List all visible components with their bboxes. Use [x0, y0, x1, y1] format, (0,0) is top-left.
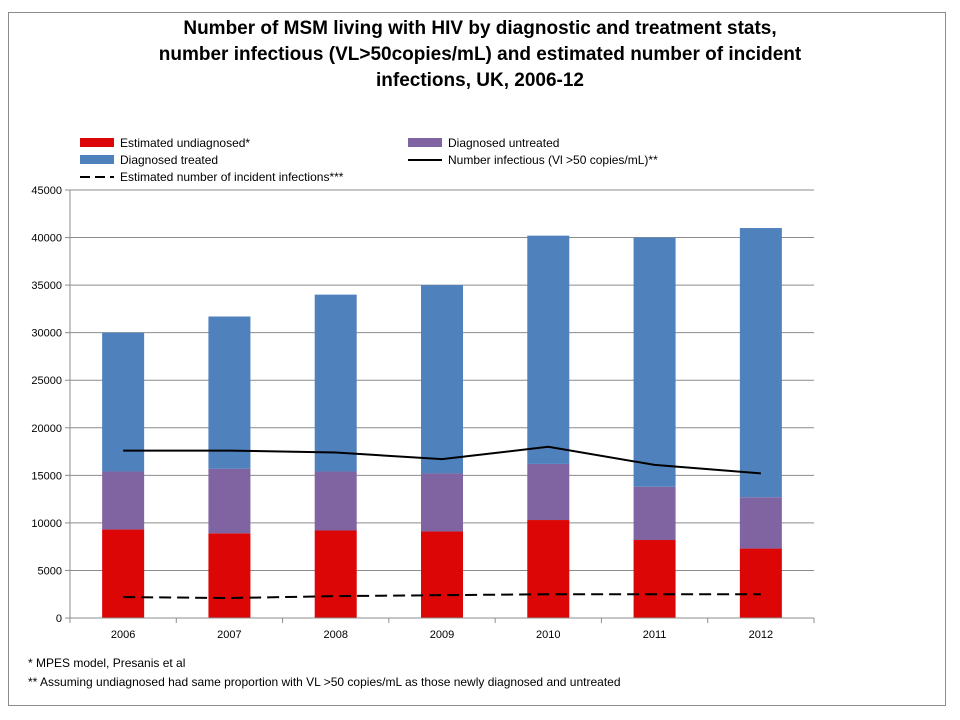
y-tick-label: 40000 [31, 233, 62, 245]
x-tick-label: 2007 [217, 629, 241, 641]
legend-swatch [408, 138, 442, 147]
bar-segment [633, 486, 676, 541]
chart-title: Number of MSM living with HIV by diagnos… [0, 16, 960, 94]
bar-segment [314, 471, 357, 531]
x-tick-label: 2006 [111, 629, 135, 641]
bar-segment [527, 520, 570, 618]
bars [102, 228, 782, 618]
y-tick-label: 30000 [31, 328, 62, 340]
title-line-2: number infectious (VL>50copies/mL) and e… [158, 44, 802, 65]
axes: 0 5000 10000 15000 20000 25000 30000 35000 40000… [31, 185, 815, 641]
y-tick-label: 25000 [31, 375, 62, 387]
bar-segment [314, 294, 357, 472]
footnote-2: ** Assuming undiagnosed had same proport… [28, 675, 621, 689]
legend-label: Diagnosed treated [120, 153, 218, 167]
title-line-1: Number of MSM living with HIV by diagnos… [183, 18, 777, 39]
bar-segment [421, 285, 463, 474]
legend-swatch [80, 155, 114, 164]
footnotes: * MPES model, Presanis et al ** Assuming… [28, 654, 621, 692]
legend-label: Estimated undiagnosed* [120, 136, 250, 150]
bar-segment [739, 228, 782, 498]
x-tick-label: 2011 [643, 629, 667, 641]
bar-segment [314, 530, 357, 618]
legend-label: Number infectious (Vl >50 copies/mL)** [448, 153, 658, 167]
bar-segment [739, 548, 782, 618]
y-tick-label: 15000 [31, 470, 62, 482]
y-tick-label: 45000 [31, 185, 62, 197]
bar-segment [421, 531, 463, 618]
bar-segment [102, 471, 145, 530]
x-tick-label: 2010 [536, 629, 560, 641]
bar-segment [739, 497, 782, 549]
y-tick-label: 5000 [38, 565, 62, 577]
bar-segment [633, 237, 676, 487]
title-line-3: infections, UK, 2006-12 [375, 70, 585, 91]
bar-segment [208, 468, 251, 534]
y-tick-label: 0 [56, 613, 62, 625]
lines [123, 445, 761, 600]
legend-label: Estimated number of incident infections*… [120, 170, 344, 184]
bar-segment [208, 533, 251, 618]
bar-segment [633, 540, 676, 618]
bar-segment [421, 473, 463, 532]
bar-segment [527, 463, 570, 521]
y-tick-label: 20000 [31, 423, 62, 435]
legend: Estimated undiagnosed* Diagnosed untreate… [80, 136, 658, 184]
legend-swatch [80, 138, 114, 147]
incident-infections-line [123, 593, 761, 600]
bar-segment [102, 529, 145, 618]
x-tick-label: 2008 [323, 629, 347, 641]
bar-segment [527, 235, 570, 464]
chart-frame [8, 12, 946, 706]
y-tick-label: 35000 [31, 280, 62, 292]
x-tick-label: 2009 [430, 629, 454, 641]
legend-label: Diagnosed untreated [448, 136, 559, 150]
infectious-line [123, 445, 761, 475]
y-tick-label: 10000 [31, 518, 62, 530]
bar-segment [208, 316, 251, 469]
x-tick-label: 2012 [749, 629, 773, 641]
bar-segment [102, 332, 145, 472]
footnote-1: * MPES model, Presanis et al [28, 656, 186, 670]
